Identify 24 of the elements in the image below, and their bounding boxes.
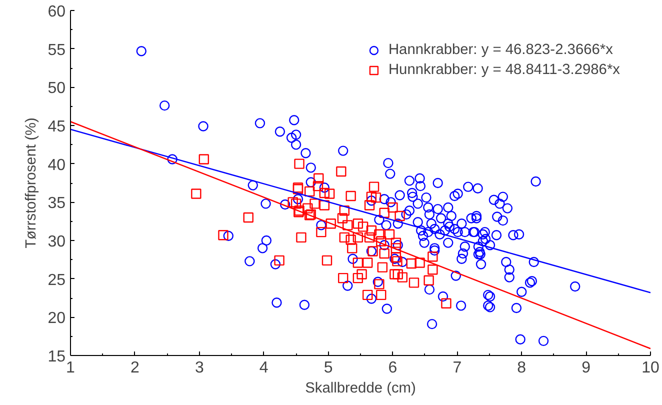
- y-tick-label: 60: [48, 4, 66, 20]
- x-tick-label: 8: [517, 360, 526, 376]
- y-tick-label: 15: [48, 348, 66, 366]
- x-tick-label: 5: [324, 360, 333, 376]
- y-tick-label: 25: [48, 272, 66, 289]
- x-tick-label: 3: [194, 360, 204, 376]
- y-tick-label: 50: [48, 80, 66, 98]
- legend-label: Hunnkrabber: y = 48.8411-3.2986*x: [388, 62, 620, 78]
- y-tick-label: 30: [48, 234, 66, 250]
- x-tick-label: 7: [452, 360, 462, 376]
- y-tick-label: 55: [48, 42, 66, 59]
- y-tick-label: 20: [48, 310, 66, 328]
- x-tick-label: 10: [642, 360, 660, 376]
- legend-label: Hannkrabber: y = 46.823-2.3666*x: [388, 42, 613, 58]
- x-axis-title: Skallbredde (cm): [305, 380, 416, 396]
- y-tick-label: 40: [48, 156, 66, 174]
- y-axis-title: Tørrstoffprosent (%): [24, 118, 40, 248]
- x-tick-label: 2: [130, 360, 140, 376]
- x-tick-label: 9: [582, 360, 591, 376]
- x-tick-label: 1: [66, 360, 76, 376]
- y-tick-label: 35: [48, 195, 66, 212]
- y-tick-label: 45: [48, 118, 66, 136]
- x-tick-label: 6: [388, 360, 398, 376]
- x-tick-label: 4: [259, 360, 268, 376]
